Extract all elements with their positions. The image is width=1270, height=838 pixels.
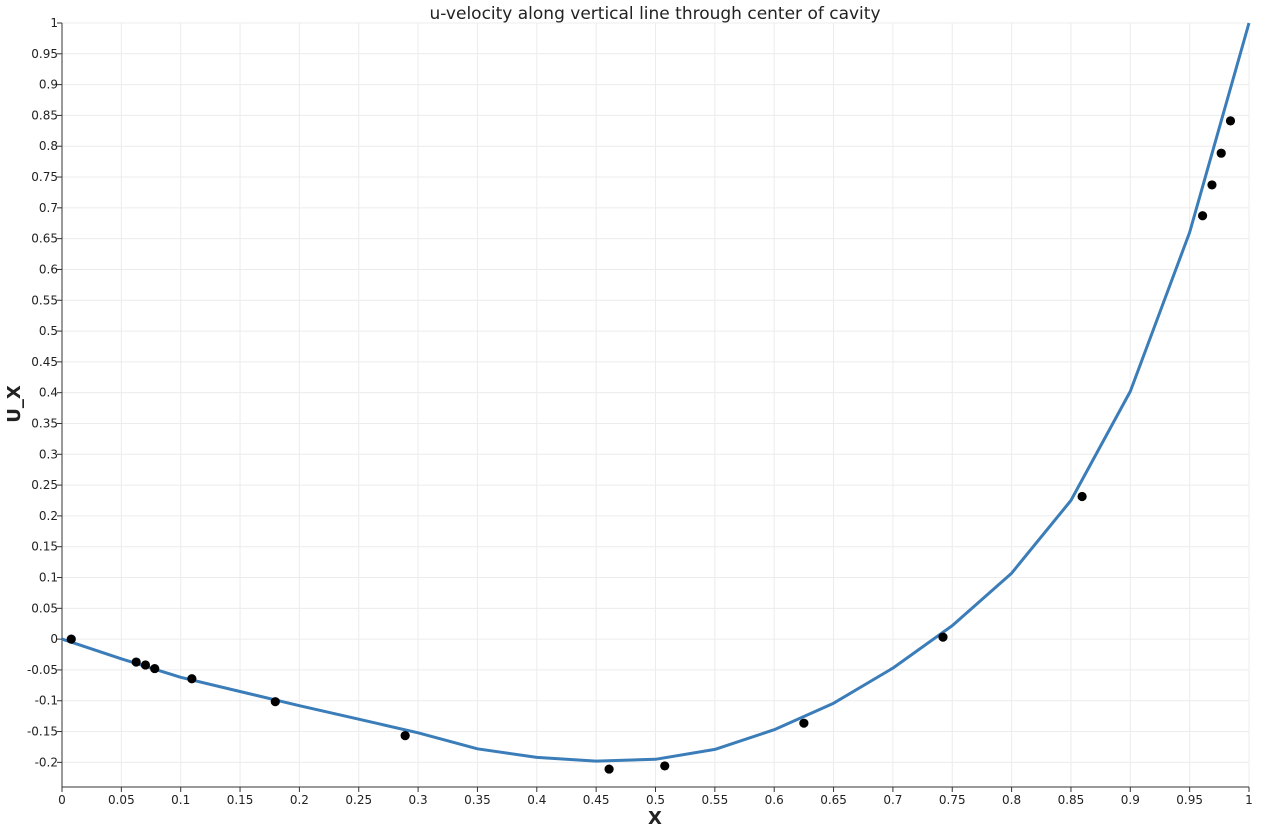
y-tick-label: 0.35	[31, 416, 58, 430]
x-tick-label: 0.85	[1058, 793, 1085, 807]
y-tick-label: 0.3	[39, 447, 58, 461]
data-point	[131, 657, 141, 667]
data-point	[660, 761, 670, 771]
y-tick-label: 0.65	[31, 232, 58, 246]
grid	[61, 22, 1250, 787]
y-tick-label: 0.8	[39, 139, 58, 153]
y-tick-label: 0	[50, 632, 58, 646]
y-tick-label: 0.7	[39, 201, 58, 215]
x-tick-label: 0.5	[646, 793, 665, 807]
y-tick-label: 0.5	[39, 324, 58, 338]
x-tick-label: 0.45	[583, 793, 610, 807]
x-tick-label: 0.15	[227, 793, 254, 807]
x-tick-label: 0.3	[409, 793, 428, 807]
data-point	[187, 674, 197, 684]
y-tick-label: 0.55	[31, 293, 58, 307]
y-tick-label: 1	[50, 16, 58, 30]
y-tick-label: 0.05	[31, 601, 58, 615]
chart-title: u-velocity along vertical line through c…	[429, 4, 880, 24]
y-tick-label: 0.2	[39, 509, 58, 523]
data-point	[938, 632, 948, 642]
x-tick-label: 0.8	[1002, 793, 1021, 807]
series-line	[61, 22, 1251, 763]
x-tick-label: 0.95	[1176, 793, 1203, 807]
y-tick-label: 0.75	[31, 170, 58, 184]
data-point	[799, 718, 809, 728]
y-axis-title: U_X	[4, 385, 25, 423]
x-tick-label: 0.2	[290, 793, 309, 807]
x-tick-label: 0.6	[765, 793, 784, 807]
data-point	[1207, 180, 1217, 190]
x-tick-label: 0.35	[464, 793, 491, 807]
x-tick-label: 1	[1245, 793, 1253, 807]
y-tick-label: -0.15	[27, 725, 58, 739]
x-tick-label: 0.7	[883, 793, 902, 807]
data-point	[140, 660, 151, 670]
y-tick-label: 0.9	[39, 78, 58, 92]
y-tick-label: 0.15	[31, 540, 58, 554]
y-tick-label: 0.4	[39, 386, 58, 400]
x-tick-label: 0.1	[171, 793, 190, 807]
x-tick-label: 0.05	[108, 793, 135, 807]
data-point	[1197, 211, 1208, 221]
y-tick-label: -0.05	[27, 663, 58, 677]
y-tick-label: -0.1	[35, 694, 58, 708]
x-tick-label: 0.65	[820, 793, 847, 807]
x-tick-label: 0.9	[1121, 793, 1140, 807]
data-point	[150, 663, 160, 674]
data-point	[1216, 148, 1226, 158]
x-tick-label: 0.55	[701, 793, 728, 807]
y-tick-label: 0.45	[31, 355, 58, 369]
x-tick-label: 0.25	[345, 793, 372, 807]
data-point	[604, 764, 614, 774]
y-tick-label: 0.95	[31, 47, 58, 61]
y-tick-label: 0.6	[39, 262, 58, 276]
axes: 0 0.05 0.1 0.15 0.2 0.25 0.3 0.35 0.4 0.45 0.5 0.55…	[27, 16, 1253, 807]
y-tick-label: 0.1	[39, 571, 58, 585]
x-axis-title: X	[648, 808, 662, 829]
data-point	[1077, 491, 1087, 502]
data-point	[400, 731, 410, 741]
y-tick-label: 0.25	[31, 478, 58, 492]
y-tick-label: 0.85	[31, 108, 58, 122]
x-tick-label: 0.4	[527, 793, 546, 807]
x-tick-label: 0	[58, 793, 66, 807]
x-tick-label: 0.75	[939, 793, 966, 807]
data-point	[1225, 116, 1236, 126]
data-point	[66, 634, 76, 644]
data-point	[270, 697, 280, 707]
series	[61, 22, 1251, 774]
y-tick-label: -0.2	[35, 755, 58, 769]
